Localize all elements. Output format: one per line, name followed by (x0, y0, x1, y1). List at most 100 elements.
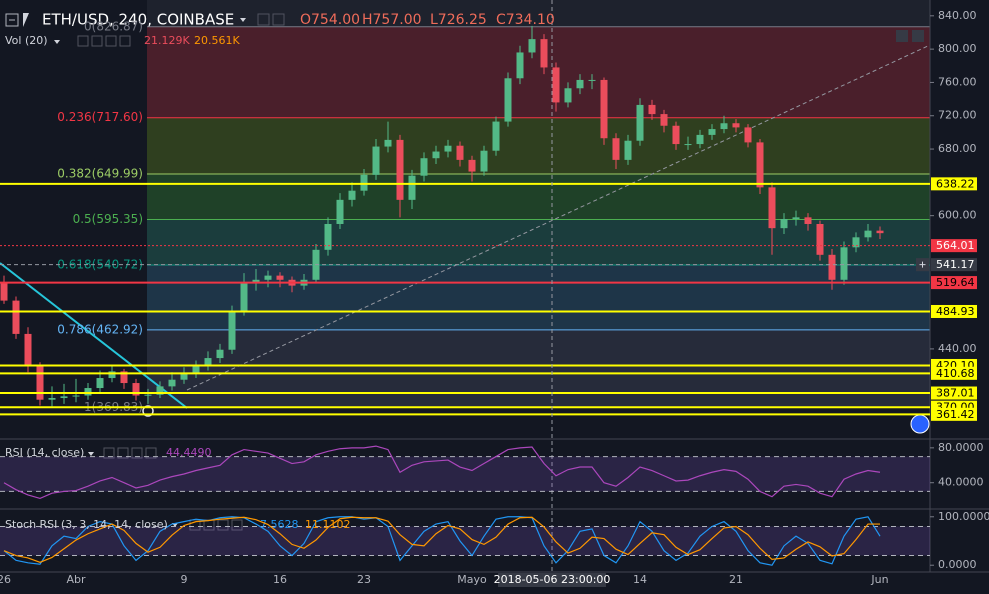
candle-body (816, 223, 824, 255)
button[interactable] (119, 35, 131, 47)
candle-body (732, 123, 740, 128)
candle-body (780, 219, 788, 229)
candle-body (48, 398, 56, 400)
candle-body (180, 373, 188, 380)
candle-body (840, 247, 848, 280)
button[interactable] (231, 519, 243, 531)
symbol-icon (23, 13, 29, 27)
price-label: 387.01 (936, 387, 975, 400)
candle-body (72, 395, 80, 397)
trend-line (186, 44, 931, 391)
price-label: 564.01 (936, 239, 975, 252)
candle-body (708, 129, 716, 135)
candle-body (336, 199, 344, 224)
level-band (0, 456, 930, 492)
dropdown-arrow[interactable] (54, 40, 60, 44)
price-label: 484.93 (936, 305, 975, 318)
dropdown-arrow[interactable] (240, 18, 246, 22)
candle-body (468, 159, 476, 172)
candle-body (792, 217, 800, 219)
candle-body (444, 145, 452, 152)
button[interactable] (145, 447, 157, 459)
anchor-point[interactable] (142, 405, 154, 417)
candle-body (108, 371, 116, 379)
candle-body (396, 139, 404, 200)
y-tick-label: 0.0000 (938, 558, 977, 571)
button[interactable] (117, 447, 129, 459)
rsi-line (3, 445, 881, 500)
y-tick-label: 720.00 (938, 109, 977, 122)
x-tick-label: Abr (66, 573, 86, 586)
price-label: 410.68 (936, 367, 975, 380)
x-tick-label: Mayo (457, 573, 487, 586)
symbol-title[interactable]: ETH/USD, 240, COINBASE (42, 11, 234, 29)
candle-body (768, 187, 776, 229)
button[interactable] (131, 447, 143, 459)
button[interactable] (272, 13, 285, 26)
fib-bands (147, 0, 930, 408)
candle-body (240, 283, 248, 311)
candle-body (408, 175, 416, 200)
dropdown-arrow[interactable] (88, 452, 94, 456)
candle-body (672, 125, 680, 145)
x-tick-label: 26 (0, 573, 11, 586)
candle-body (384, 139, 392, 147)
header: ETH/USD, 240, COINBASE (5, 11, 930, 531)
candle-body (228, 310, 236, 350)
collapse-icon[interactable] (5, 13, 19, 27)
candle-body (216, 349, 224, 359)
button[interactable] (217, 519, 229, 531)
candle-body (264, 275, 272, 280)
candle-body (612, 138, 620, 160)
price-label-box (931, 177, 977, 191)
price-label: 361.42 (936, 408, 975, 421)
candle-body (60, 396, 68, 399)
button[interactable] (91, 35, 103, 47)
candle-body (756, 142, 764, 188)
crosshair-time-box (498, 573, 606, 587)
candle-body (372, 146, 380, 175)
indicator-name: Vol (20) (5, 34, 48, 47)
candle-body (636, 104, 644, 141)
candle-body (660, 114, 668, 126)
stoch-line (3, 516, 881, 566)
button[interactable] (896, 30, 908, 42)
x-tick-label: 9 (181, 573, 188, 586)
button[interactable] (103, 447, 115, 459)
price-label-box (931, 276, 977, 290)
indicator-name: RSI (14, close) (5, 446, 84, 459)
stoch-line (3, 516, 880, 563)
y-tick-label: 680.00 (938, 142, 977, 155)
crosshair-time: 2018-05-06 23:00:00 (494, 573, 611, 586)
button[interactable] (105, 35, 117, 47)
candle-body (168, 379, 176, 387)
ohlc-value: L726.25 (430, 12, 487, 28)
fib-band (147, 329, 930, 408)
ohlc-value: O754.00 (300, 12, 360, 28)
candle-body (864, 230, 872, 238)
y-tick-label: 600.00 (938, 209, 977, 222)
x-tick-label: 16 (273, 573, 287, 586)
level-band (0, 526, 930, 556)
fib-band (147, 0, 930, 27)
candle-body (324, 223, 332, 250)
candle-body (432, 151, 440, 159)
candle-body (588, 79, 596, 81)
candle-body (600, 79, 608, 139)
ohlc-value: C734.10 (496, 12, 555, 28)
candle-body (0, 282, 8, 301)
button[interactable] (77, 35, 89, 47)
candle-body (624, 140, 632, 160)
candle-body (828, 254, 836, 280)
button[interactable] (912, 30, 924, 42)
fib-band (147, 26, 930, 118)
candle-body (648, 104, 656, 115)
candle-body (276, 275, 284, 280)
flag-icon[interactable] (910, 414, 930, 434)
button[interactable] (257, 13, 270, 26)
candle-body (504, 78, 512, 122)
fib-band (147, 117, 930, 175)
candle-body (564, 88, 572, 103)
price-label: 638.22 (936, 177, 975, 190)
volume-value: 21.129K (144, 34, 190, 47)
